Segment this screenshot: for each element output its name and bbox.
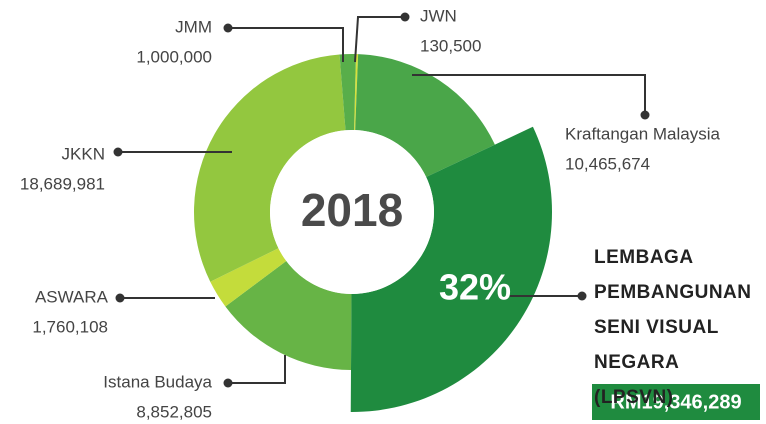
category-label: JKKN <box>62 144 105 163</box>
value-label: 130,500 <box>420 36 481 55</box>
category-label: JMM <box>175 17 212 36</box>
category-label: JWN <box>420 6 457 25</box>
highlight-label: 32% <box>439 267 511 308</box>
donut-segment <box>339 53 356 131</box>
donut-segment <box>225 261 352 370</box>
value-label: 18,689,981 <box>20 174 105 193</box>
category-label: ASWARA <box>35 287 109 306</box>
donut-segment <box>355 54 495 178</box>
donut-segment <box>350 126 552 412</box>
value-label: 1,000,000 <box>136 47 212 66</box>
value-label: 1,760,108 <box>32 317 108 336</box>
value-label: 10,465,674 <box>565 154 650 173</box>
donut-segment <box>210 248 287 307</box>
donut-segment <box>354 54 359 131</box>
leader-dots <box>113 12 650 388</box>
donut-hole <box>270 130 434 294</box>
value-label: RM19,346,289 <box>610 391 741 413</box>
donut-segment <box>194 54 346 282</box>
category-label: Istana Budaya <box>103 372 212 391</box>
center-label: 2018 <box>301 184 403 236</box>
leaders <box>118 16 646 384</box>
category-label: Kraftangan Malaysia <box>565 124 721 143</box>
value-box <box>592 384 760 420</box>
value-label: 8,852,805 <box>136 402 212 421</box>
highlight-name: LEMBAGA PEMBANGUNAN SENI VISUAL NEGARA (… <box>594 247 752 408</box>
